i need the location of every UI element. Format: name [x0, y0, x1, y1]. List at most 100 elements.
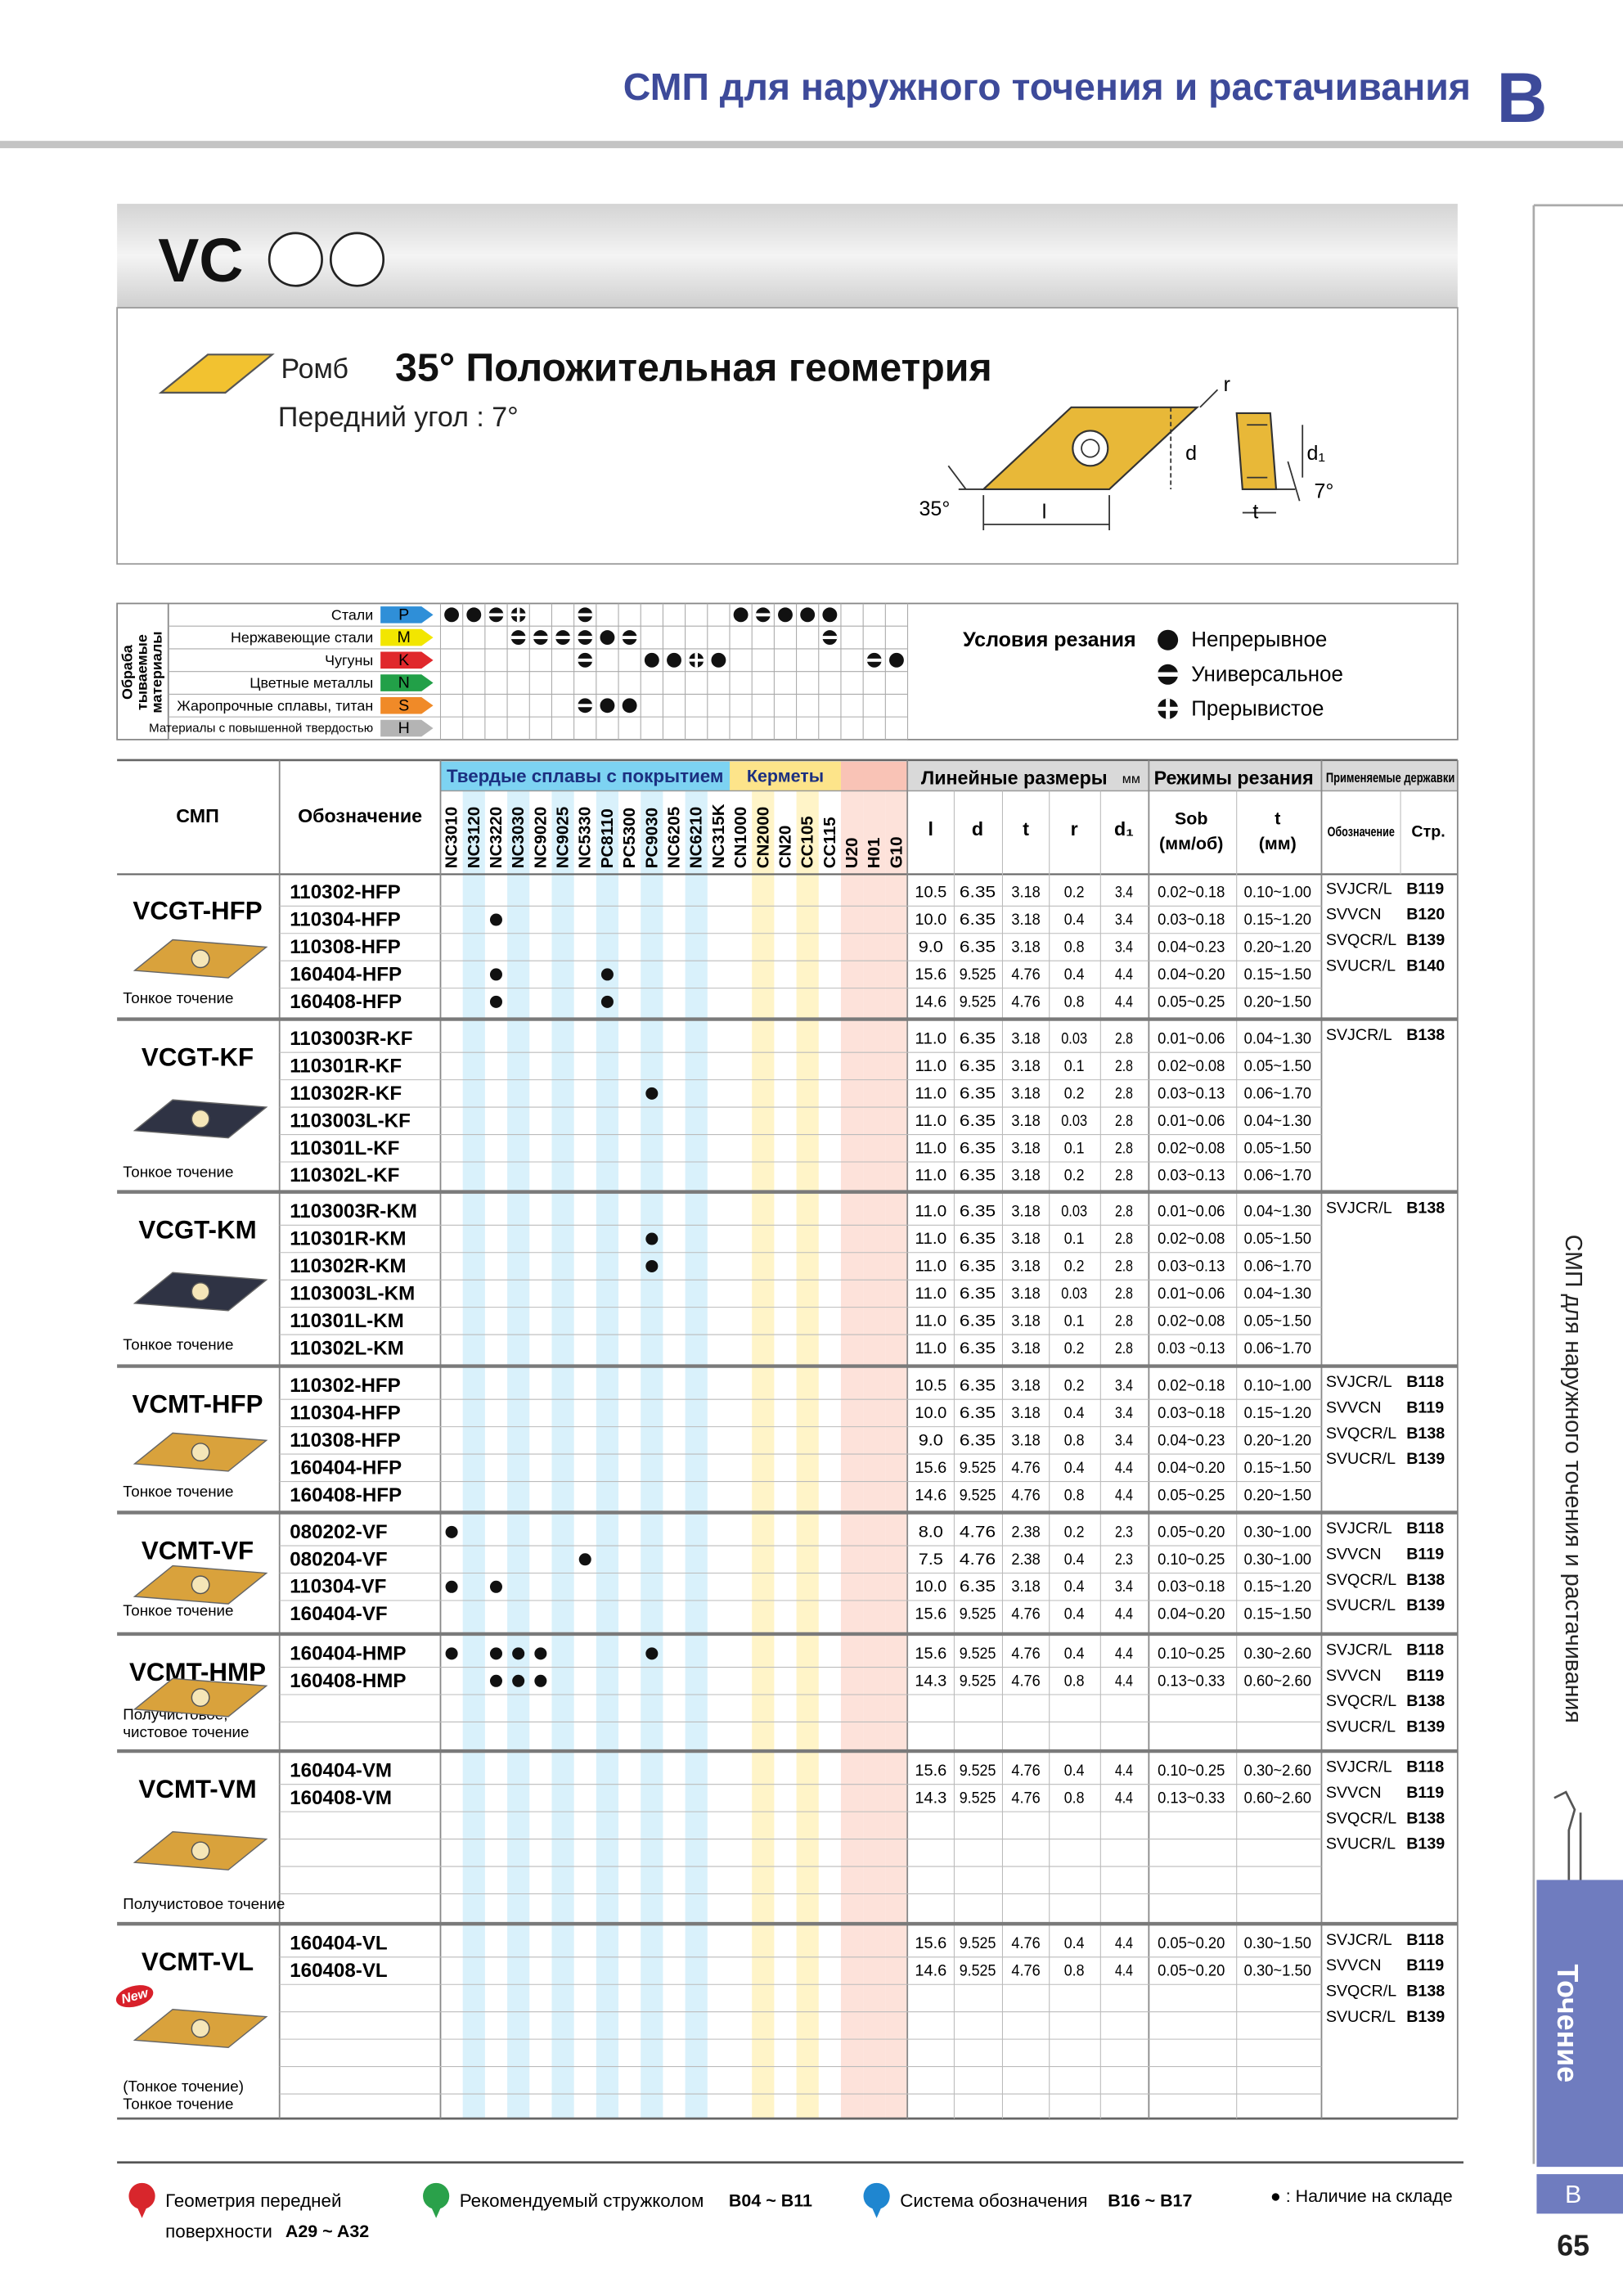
material-code-box	[380, 696, 434, 714]
dimension: 3.4	[1115, 1404, 1133, 1422]
use-label: Тонкое точение	[123, 1163, 233, 1180]
condition-symbol	[466, 607, 482, 623]
depth: 0.04~1.30	[1244, 1203, 1311, 1221]
dimension: 10.0	[915, 1404, 946, 1422]
dimension: 6.35	[960, 1230, 996, 1248]
symbol-disc	[800, 607, 816, 623]
grade-name: CC115	[820, 817, 839, 868]
dimension: 3.4	[1115, 911, 1133, 929]
dimension: 11.0	[915, 1257, 946, 1275]
holder-name: SVJCR/L	[1326, 1026, 1392, 1044]
column-header: мм	[1122, 772, 1140, 786]
diagram-label: d₁	[1307, 442, 1325, 465]
dimension: 9.525	[960, 1934, 996, 1952]
grade-name: NC9025	[554, 807, 573, 868]
symbol-disc	[622, 698, 637, 714]
column-header: d	[972, 818, 983, 840]
diagram-label: t	[1252, 501, 1258, 524]
feed: 0.02~0.08	[1158, 1057, 1225, 1075]
insert-code: 110302-HFP	[290, 1375, 401, 1397]
insert-code: 160404-VM	[290, 1759, 392, 1781]
depth: 0.05~1.50	[1244, 1139, 1311, 1157]
dimension: 0.03	[1061, 1285, 1087, 1303]
material-name: Чугуны	[325, 652, 373, 669]
condition-symbol	[622, 698, 637, 714]
material-name: Цветные металлы	[250, 675, 373, 691]
holder-page: B119	[1406, 1784, 1444, 1802]
feed: 0.13~0.33	[1158, 1789, 1225, 1807]
material-code-box	[380, 606, 434, 624]
badge-label: New	[119, 1985, 151, 2006]
insert-code: 110308-HFP	[290, 1429, 401, 1452]
insert-code: 110302R-KF	[290, 1083, 402, 1105]
grade-stripe	[752, 790, 775, 2119]
insert-hole	[191, 1282, 210, 1301]
footer-ref: B04 ~ B11	[729, 2190, 812, 2210]
condition-symbol	[578, 630, 593, 646]
dimension: 0.1	[1064, 1057, 1085, 1075]
holder-page: B119	[1406, 1956, 1444, 1974]
dimension: 11.0	[915, 1084, 946, 1102]
side-title: СМП для наружного точения и растачивания	[1560, 1235, 1586, 1723]
dimension: 6.35	[960, 1431, 996, 1449]
holder-name: SVJCR/L	[1326, 1641, 1392, 1659]
dimension: 3.18	[1011, 1339, 1040, 1357]
holder-page: B139	[1406, 2008, 1445, 2026]
material-code: N	[398, 674, 410, 692]
dimension: 2.8	[1115, 1084, 1133, 1102]
dimension: 2.8	[1115, 1167, 1133, 1185]
depth: 0.06~1.70	[1244, 1339, 1311, 1357]
diagram-label: 7°	[1315, 480, 1334, 503]
dimension: 6.35	[960, 1376, 996, 1394]
insert-code: 110304-HFP	[290, 1402, 401, 1424]
dimension: 0.03	[1061, 1203, 1087, 1221]
dimension: 6.35	[960, 884, 996, 902]
feed: 0.05~0.20	[1158, 1523, 1225, 1541]
stock-dot	[600, 968, 614, 981]
depth: 0.06~1.70	[1244, 1167, 1311, 1185]
dimension: 14.6	[915, 1962, 946, 1980]
feed: 0.04~0.23	[1158, 938, 1225, 956]
series-name: VC	[158, 226, 243, 295]
dimension: 6.35	[960, 1285, 996, 1303]
grade-name: PC9030	[642, 808, 661, 868]
grade-stripe	[885, 790, 908, 2119]
holder-page: B118	[1406, 1373, 1444, 1391]
stock-note: ● : Наличие на складе	[1270, 2186, 1453, 2206]
insert-code: 110302L-KM	[290, 1337, 404, 1359]
stock-dot	[489, 1647, 502, 1660]
feed: 0.10~0.25	[1158, 1645, 1225, 1663]
dimension: 9.525	[960, 993, 996, 1011]
dimension: 11.0	[915, 1139, 946, 1157]
depth: 0.15~1.20	[1244, 911, 1311, 929]
condition-label: Непрерывное	[1191, 628, 1327, 651]
symbol-disc	[466, 607, 482, 623]
holder-name: SVUCR/L	[1326, 1835, 1396, 1853]
footer-text: поверхности	[165, 2221, 272, 2241]
dimension: 4.76	[1011, 1672, 1040, 1690]
dimension: 11.0	[915, 1203, 946, 1221]
holder-page: B119	[1406, 880, 1444, 898]
stock-dot	[489, 995, 502, 1008]
column-header: l	[928, 818, 933, 840]
dimension: 6.35	[960, 1057, 996, 1075]
diagram-label: l	[1042, 501, 1047, 524]
stock-dot	[578, 1553, 591, 1566]
grade-group-name: Керметы	[747, 767, 824, 786]
dimension: 14.6	[915, 1486, 946, 1504]
dimension: 0.4	[1064, 1934, 1085, 1952]
symbol-disc	[444, 607, 460, 623]
stock-dot	[489, 1674, 502, 1687]
grade-name: G10	[887, 836, 906, 868]
condition-symbol	[711, 652, 726, 668]
holder-page: B140	[1406, 957, 1445, 975]
condition-symbol	[510, 607, 526, 623]
material-name: Жаропрочные сплавы, титан	[177, 697, 373, 714]
insert-hole	[191, 2019, 210, 2038]
condition-symbol	[822, 630, 838, 646]
depth: 0.15~1.50	[1244, 1459, 1311, 1477]
holder-name: SVQCR/L	[1326, 1809, 1396, 1827]
insert-code: 160404-HMP	[290, 1642, 406, 1664]
dimension: 2.3	[1115, 1551, 1133, 1569]
